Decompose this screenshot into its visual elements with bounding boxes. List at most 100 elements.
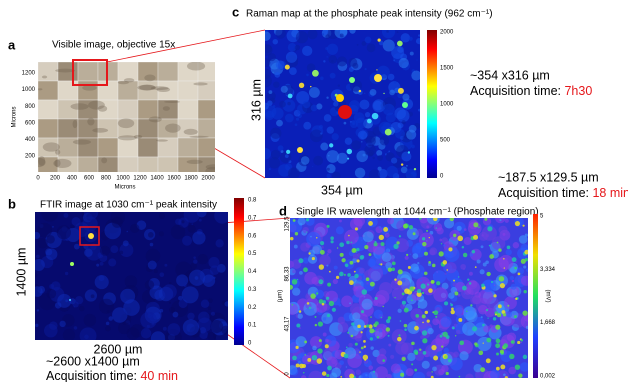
map-spot <box>419 348 422 351</box>
map-spot <box>422 241 427 247</box>
map-spot <box>344 263 349 268</box>
map-spot <box>316 236 318 239</box>
map-spot <box>455 329 461 335</box>
map-spot <box>336 94 344 102</box>
map-spot <box>164 263 168 267</box>
map-spot <box>404 288 410 294</box>
map-spot <box>440 316 452 328</box>
map-spot <box>35 286 43 297</box>
map-spot <box>386 165 399 178</box>
tile <box>38 80 59 101</box>
map-spot <box>352 253 359 260</box>
map-spot <box>382 359 385 362</box>
map-spots <box>265 30 420 178</box>
tile <box>177 99 199 120</box>
map-spot <box>454 291 459 296</box>
map-spot <box>359 255 364 260</box>
map-spot <box>311 256 315 261</box>
map-spot <box>366 43 376 53</box>
map-spot <box>417 299 428 309</box>
map-spot <box>514 266 517 270</box>
map-spot <box>36 254 40 259</box>
map-spot <box>435 315 438 318</box>
map-spot <box>99 261 104 266</box>
map-spot <box>421 330 428 336</box>
map-spot <box>391 46 405 59</box>
map-spot <box>378 348 387 357</box>
texture <box>205 166 215 172</box>
map-spot <box>378 263 381 265</box>
map-spot <box>158 212 166 219</box>
map-spot <box>397 280 403 286</box>
map-spot <box>268 90 273 94</box>
map-spot <box>430 279 435 284</box>
map-spot <box>194 276 199 280</box>
map-spot <box>140 311 158 329</box>
map-spot <box>282 99 296 112</box>
map-spot <box>422 351 427 355</box>
texture <box>156 87 171 93</box>
map-spot <box>359 351 361 353</box>
map-spot <box>35 258 45 271</box>
tick-label: 600 <box>84 176 95 182</box>
map-spot <box>401 120 406 125</box>
map-spot <box>326 173 331 178</box>
map-spot <box>310 104 318 112</box>
map-spot <box>287 167 300 178</box>
map-spot <box>503 296 517 310</box>
map-spot <box>365 277 370 281</box>
map-spot <box>272 38 279 45</box>
map-spot <box>444 246 460 263</box>
map-spot <box>399 320 402 322</box>
map-spot <box>192 231 206 245</box>
map-spot <box>398 277 411 290</box>
map-spot <box>356 259 360 263</box>
map-spot <box>427 283 430 286</box>
map-spot <box>414 325 419 331</box>
colorbar-tick-label: 0.4 <box>248 269 257 275</box>
map-spot <box>409 286 415 292</box>
texture <box>193 82 208 86</box>
tick-label: 1000 <box>116 176 130 182</box>
map-spot <box>525 325 528 330</box>
map-spot <box>302 257 310 264</box>
tile <box>197 118 215 139</box>
map-spot <box>290 303 299 316</box>
map-spot <box>73 243 80 250</box>
map-spot <box>463 228 467 231</box>
map-spot <box>486 296 499 309</box>
map-spot <box>473 222 479 228</box>
map-spot <box>522 354 528 360</box>
map-spot <box>291 303 294 306</box>
map-spot <box>398 235 402 238</box>
map-spot <box>365 136 376 147</box>
map-spot <box>356 247 360 252</box>
map-spot <box>62 328 76 340</box>
map-spot <box>523 265 527 269</box>
map-spot <box>506 245 511 250</box>
map-spot <box>306 73 309 77</box>
map-spot <box>108 316 114 321</box>
map-spot <box>385 327 391 332</box>
axis-label: Microns <box>114 185 135 191</box>
map-spot <box>426 225 430 229</box>
map-spot <box>518 373 523 378</box>
map-spot <box>334 349 344 360</box>
map-spot <box>214 212 228 224</box>
map-spot <box>421 237 426 241</box>
map-spot <box>41 212 59 222</box>
map-spot <box>473 234 479 240</box>
map-spot <box>374 296 378 300</box>
map-spot <box>380 263 383 266</box>
map-spot <box>441 364 449 373</box>
map-spot <box>445 371 449 376</box>
texture <box>92 128 109 133</box>
map-spot <box>420 283 426 289</box>
map-spot <box>395 341 409 356</box>
map-spot <box>326 150 340 163</box>
map-spot <box>327 365 332 371</box>
map-spot <box>162 284 177 300</box>
map-spot <box>416 59 418 61</box>
map-spot <box>270 127 282 139</box>
map-spot <box>35 272 38 278</box>
